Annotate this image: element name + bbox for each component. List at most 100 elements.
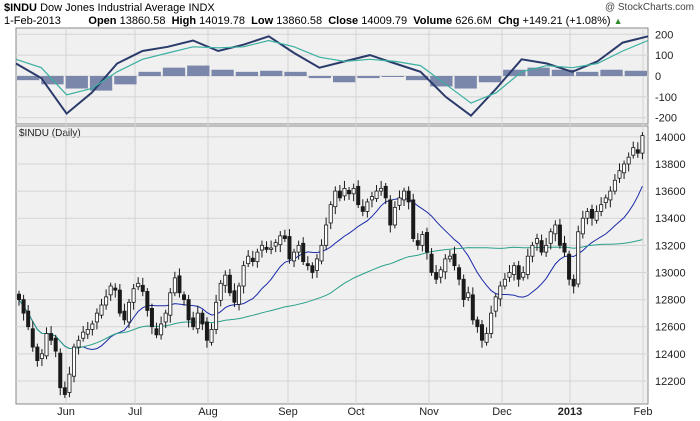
month-tick-label: Nov <box>419 406 439 418</box>
histogram-bar <box>576 71 599 76</box>
candle-body <box>287 236 292 260</box>
candle-body <box>136 282 141 288</box>
candle-body <box>466 292 471 298</box>
candle-body <box>204 321 209 341</box>
candle-body <box>356 185 361 206</box>
candle-body <box>154 328 159 336</box>
candle-body <box>259 244 264 251</box>
candle-body <box>351 187 356 195</box>
candle-body <box>631 147 636 156</box>
oscillator-tick-label: 200 <box>655 29 673 41</box>
chg-label: Chg <box>498 15 520 27</box>
candle-body <box>415 240 420 246</box>
chart-header-row1: $INDU Dow Jones Industrial Average INDX <box>4 2 215 14</box>
month-tick-label: Feb <box>634 406 653 418</box>
histogram-bar <box>503 69 526 76</box>
candle-body <box>177 275 182 294</box>
candle-body <box>72 346 77 377</box>
candle-body <box>337 190 342 199</box>
open-value: 13860.58 <box>119 15 166 27</box>
candle-body <box>26 310 31 328</box>
candle-body <box>76 339 81 348</box>
candle-body <box>525 255 530 275</box>
candle-body <box>374 190 379 199</box>
candle-body <box>599 204 604 212</box>
price-tick-label: 14000 <box>655 132 686 144</box>
candle-body <box>16 293 21 300</box>
candle-body <box>145 291 150 311</box>
date: 1-Feb-2013 <box>4 15 61 27</box>
candle-body <box>292 251 297 262</box>
watermark: @ StockCharts.com <box>604 2 694 13</box>
candle-body <box>131 288 136 303</box>
candle-body <box>324 224 329 246</box>
candle-body <box>447 255 452 260</box>
high-label: High <box>171 15 197 27</box>
histogram-bar <box>454 76 477 89</box>
histogram-bar <box>405 76 429 81</box>
candle-body <box>622 163 627 174</box>
candle-body <box>99 304 104 316</box>
up-arrow-icon: ▲ <box>613 16 623 26</box>
candle-body <box>571 278 576 287</box>
candle-body <box>333 190 338 208</box>
oscillator-signal-line <box>15 39 649 104</box>
long-moving-average-line <box>18 239 643 350</box>
candle-body <box>521 272 526 278</box>
candle-body <box>516 265 521 280</box>
candle-body <box>567 253 572 280</box>
candle-body <box>489 312 494 334</box>
candle-body <box>585 211 590 219</box>
month-tick-label: Sep <box>278 406 298 418</box>
candle-body <box>470 294 475 321</box>
candle-body <box>310 265 315 273</box>
candle-body <box>255 251 260 263</box>
candle-body <box>127 301 132 323</box>
histogram-bar <box>624 70 647 76</box>
candle-body <box>163 312 168 323</box>
price-tick-label: 12400 <box>655 349 686 361</box>
candle-body <box>85 329 90 335</box>
candle-body <box>580 217 585 235</box>
candle-body <box>493 296 498 312</box>
histogram-bar <box>187 65 210 76</box>
candle-body <box>21 299 26 314</box>
candle-body <box>122 310 127 321</box>
candle-body <box>168 292 173 316</box>
candle-body <box>269 247 274 250</box>
candle-body <box>383 185 388 199</box>
histogram-bar <box>114 76 137 85</box>
candle-body <box>246 255 251 265</box>
candle-body <box>461 278 466 300</box>
price-panel-title: $INDU (Daily) <box>19 128 81 139</box>
candle-body <box>612 179 617 192</box>
histogram-bar <box>357 76 380 79</box>
month-tick-label: 2013 <box>558 406 582 418</box>
candle-body <box>539 240 544 253</box>
candle-body <box>360 206 365 212</box>
candle-body <box>94 312 99 323</box>
candle-body <box>30 328 35 348</box>
candle-body <box>117 289 122 314</box>
candle-body <box>512 265 517 275</box>
candle-body <box>232 290 237 303</box>
volume-value: 626.6M <box>455 15 492 27</box>
oscillator-tick-label: -200 <box>655 113 677 125</box>
candle-body <box>209 329 214 343</box>
histogram-bar <box>162 67 186 76</box>
month-tick-label: Oct <box>347 406 364 418</box>
candle-body <box>544 244 549 253</box>
candle-body <box>534 238 539 244</box>
candle-body <box>62 387 67 395</box>
exchange: INDX <box>188 2 215 14</box>
candle-body <box>305 263 310 267</box>
oscillator-line <box>15 35 649 118</box>
candle-body <box>159 323 164 336</box>
candle-body <box>273 242 278 247</box>
histogram-bar <box>235 71 259 76</box>
price-tick-label: 13200 <box>655 240 686 252</box>
month-tick-label: Jun <box>57 406 75 418</box>
close-label: Close <box>328 15 359 27</box>
candle-body <box>241 265 246 287</box>
histogram-bar <box>65 76 88 89</box>
